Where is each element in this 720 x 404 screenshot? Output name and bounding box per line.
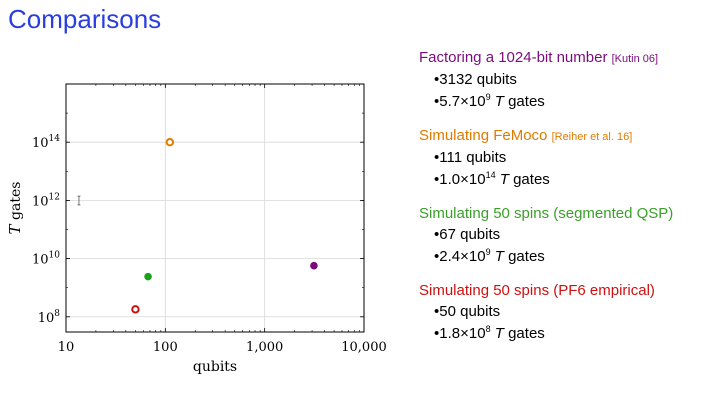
- plot-frame: [65, 83, 365, 333]
- data-point-4: [131, 305, 140, 314]
- y-tick-label: 1010: [32, 251, 60, 268]
- data-point-3: [144, 272, 152, 281]
- legend-title: Factoring a 1024-bit number [Kutin 06]: [419, 49, 659, 66]
- legend-qubits: •67 qubits: [434, 226, 501, 243]
- legend-title: Simulating FeMoco [Reiher et al. 16]: [419, 127, 633, 144]
- x-tick-label: 1,000: [246, 340, 283, 355]
- legend-gates: •2.4×109 T gates: [434, 247, 545, 266]
- x-tick-label: 10,000: [341, 340, 387, 355]
- y-tick-label: 1014: [32, 134, 60, 151]
- x-axis-label: qubits: [193, 359, 237, 375]
- legend-title: Simulating 50 spins (PF6 empirical): [419, 282, 655, 299]
- legend-qubits: •3132 qubits: [434, 71, 517, 88]
- legend-gates: •1.8×108 T gates: [434, 324, 545, 343]
- y-tick-label: 108: [38, 309, 61, 326]
- legend-citation: [Reiher et al. 16]: [551, 131, 633, 143]
- legend-title: Simulating 50 spins (segmented QSP): [419, 205, 674, 222]
- y-tick-label: 1012: [32, 192, 60, 209]
- x-tick-label: 100: [153, 340, 178, 355]
- legend-panel: Factoring a 1024-bit number [Kutin 06] •…: [419, 48, 717, 358]
- x-tick-label: 10: [58, 340, 75, 355]
- y-axis-label: T gates: [6, 182, 24, 235]
- legend-qubits: •111 qubits: [434, 149, 507, 166]
- data-point-2: [165, 137, 175, 147]
- legend-item-spins-qsp: Simulating 50 spins (segmented QSP) •67 …: [419, 204, 717, 268]
- legend-item-factoring: Factoring a 1024-bit number [Kutin 06] •…: [419, 48, 717, 113]
- legend-gates: •1.0×1014 T gates: [434, 170, 550, 189]
- legend-qubits: •50 qubits: [434, 303, 501, 320]
- data-point-1: [310, 261, 318, 270]
- legend-item-femoco: Simulating FeMoco [Reiher et al. 16] •11…: [419, 126, 717, 191]
- legend-item-spins-pf6: Simulating 50 spins (PF6 empirical) •50 …: [419, 281, 717, 345]
- grid: [66, 84, 364, 332]
- legend-citation: [Kutin 06]: [611, 53, 659, 65]
- legend-gates: •5.7×109 T gates: [434, 92, 545, 111]
- ticks: [65, 83, 365, 332]
- slide-title: Comparisons: [8, 4, 162, 34]
